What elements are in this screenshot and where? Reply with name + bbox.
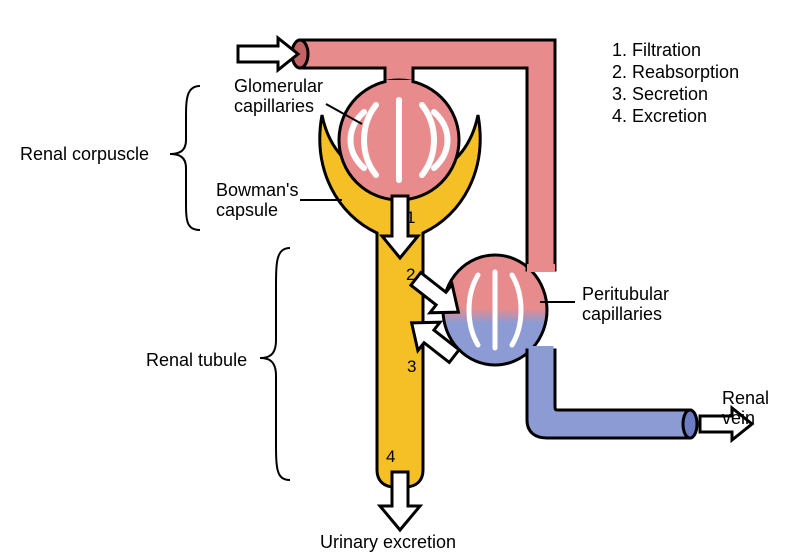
- legend-item-3: 3. Secretion: [612, 84, 708, 104]
- marker-4: 4: [386, 447, 395, 466]
- label-renal-tubule: Renal tubule: [146, 350, 247, 370]
- label-glomerular-capillaries-l2: capillaries: [234, 96, 314, 116]
- efferent-arteriole-down: [527, 184, 555, 265]
- label-bowman-l2: capsule: [216, 200, 278, 220]
- label-glomerular-capillaries-l1: Glomerular: [234, 76, 323, 96]
- glomerulus: [339, 80, 459, 200]
- label-renal-vein-l1: Renal: [722, 388, 769, 408]
- legend-item-2: 2. Reabsorption: [612, 62, 739, 82]
- label-peritubular-l2: capillaries: [582, 304, 662, 324]
- renal-vein: [527, 346, 697, 438]
- brace-corpuscle: [170, 86, 200, 230]
- marker-1: 1: [406, 208, 415, 227]
- label-urinary-excretion: Urinary excretion: [320, 532, 456, 552]
- marker-3: 3: [407, 357, 416, 376]
- brace-tubule: [260, 248, 290, 480]
- blood-inflow-arrow: [238, 38, 298, 70]
- legend-item-4: 4. Excretion: [612, 106, 707, 126]
- marker-2: 2: [406, 265, 415, 284]
- label-renal-vein-l2: vein: [722, 408, 755, 428]
- legend-item-1: 1. Filtration: [612, 40, 701, 60]
- label-peritubular-l1: Peritubular: [582, 284, 669, 304]
- label-bowman-l1: Bowman's: [216, 180, 298, 200]
- nephron-diagram: 1 2 3 4 Renal corpuscle Glomerular capil…: [0, 0, 800, 557]
- label-renal-corpuscle: Renal corpuscle: [20, 144, 149, 164]
